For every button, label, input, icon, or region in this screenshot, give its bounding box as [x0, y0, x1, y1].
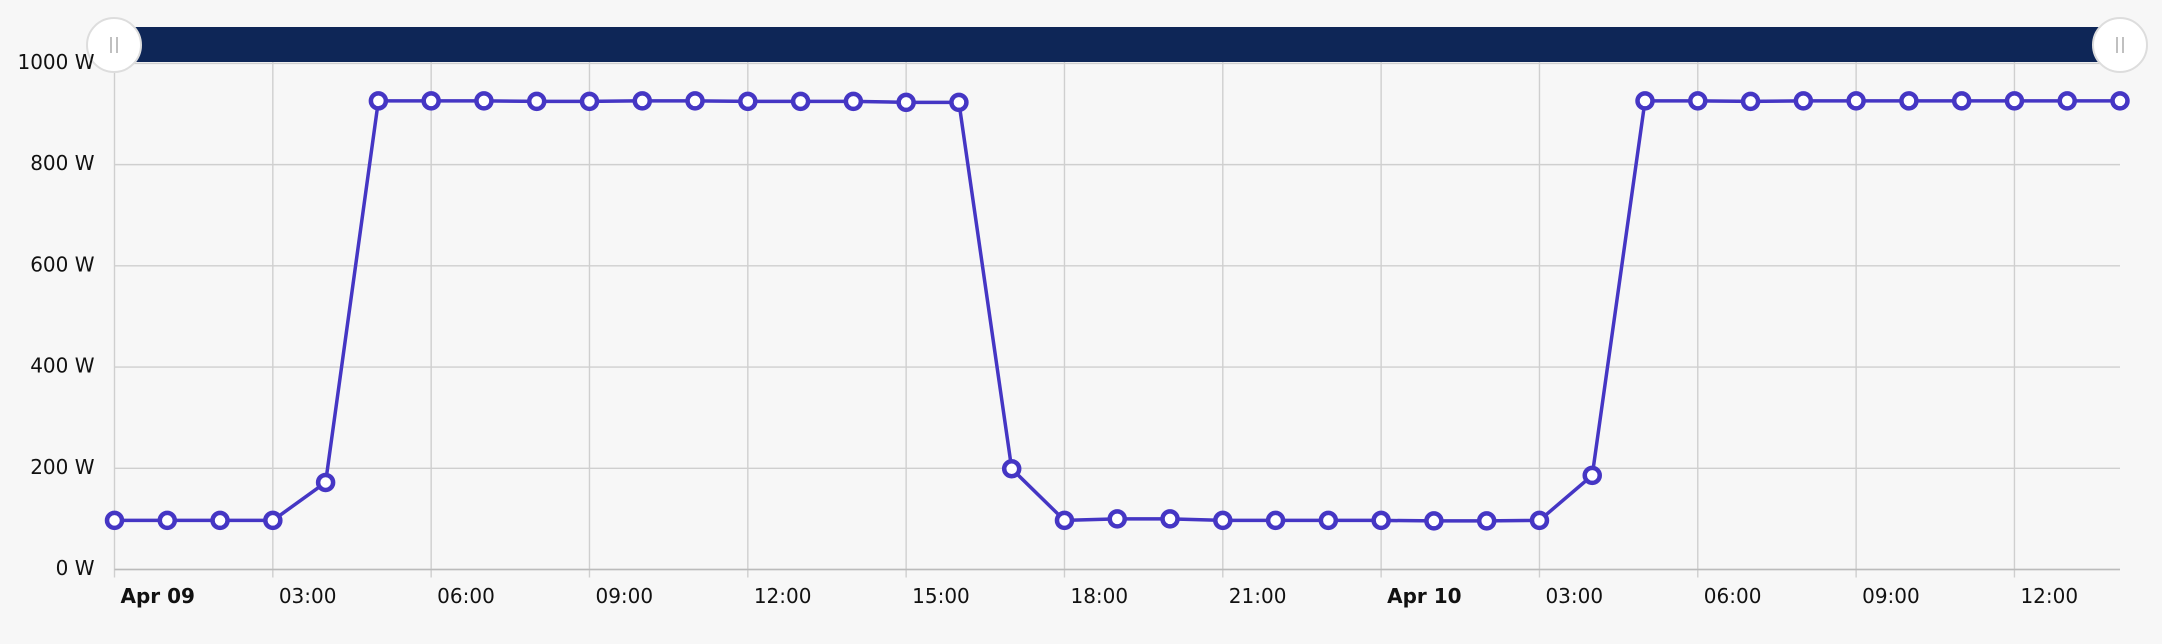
point: [1740, 91, 1761, 112]
x-tick-label: 09:00: [595, 584, 653, 608]
y-tick-label: 1000 W: [17, 50, 94, 74]
x-tick-label: 06:00: [1704, 584, 1762, 608]
point: [1160, 509, 1180, 529]
x-tick-label: 18:00: [1070, 584, 1128, 608]
y-tick-label: 400 W: [30, 354, 95, 378]
point: [579, 91, 600, 112]
point: [1001, 459, 1022, 479]
x-tick-label: Apr 10: [1387, 584, 1461, 608]
point: [2057, 91, 2077, 111]
point: [1107, 509, 1127, 529]
point: [157, 510, 178, 531]
point: [1951, 91, 1972, 111]
x-tick-label: 15:00: [912, 584, 970, 608]
point: [685, 91, 705, 111]
point: [1635, 91, 1655, 111]
point: [1424, 511, 1444, 531]
point: [1899, 91, 1919, 111]
navigator-handle[interactable]: [2092, 17, 2148, 73]
point: [843, 91, 864, 112]
point: [896, 92, 916, 113]
x-tick-label: 12:00: [2020, 584, 2078, 608]
point: [474, 91, 494, 111]
point: [632, 91, 653, 111]
point: [1529, 510, 1550, 531]
point: [368, 91, 389, 111]
navigator-bar[interactable]: [114, 27, 2120, 62]
x-tick-label: Apr 09: [121, 584, 195, 608]
point: [1688, 91, 1708, 111]
point: [949, 92, 969, 113]
x-tick-label: 03:00: [1545, 584, 1603, 608]
grid: [113, 61, 2120, 578]
point: [1371, 510, 1391, 531]
plot: [104, 91, 2130, 531]
point: [104, 510, 125, 531]
point: [1476, 511, 1497, 531]
point: [1318, 510, 1339, 531]
point: [1846, 91, 1866, 111]
navigator-handle[interactable]: [86, 17, 142, 73]
point: [421, 91, 441, 111]
y-tick-label: 0 W: [56, 556, 95, 580]
x-tick-label: 21:00: [1229, 584, 1287, 608]
x-tick-label: 03:00: [279, 584, 337, 608]
point: [2004, 91, 2025, 111]
point: [1213, 510, 1233, 531]
y-tick-label: 200 W: [30, 455, 95, 479]
x-tick-label: 09:00: [1862, 584, 1920, 608]
point: [1793, 91, 1814, 111]
point: [526, 91, 547, 112]
y-tick-label: 600 W: [30, 252, 95, 276]
point: [210, 510, 230, 531]
x-tick-label: 06:00: [437, 584, 495, 608]
x-tick-label: 12:00: [754, 584, 812, 608]
point: [790, 91, 811, 112]
point: [738, 91, 758, 112]
point: [1054, 510, 1075, 531]
point: [1582, 465, 1602, 486]
point: [263, 510, 283, 531]
point: [1265, 510, 1286, 531]
point: [2110, 91, 2130, 111]
point: [315, 472, 336, 493]
y-tick-label: 800 W: [30, 151, 95, 175]
